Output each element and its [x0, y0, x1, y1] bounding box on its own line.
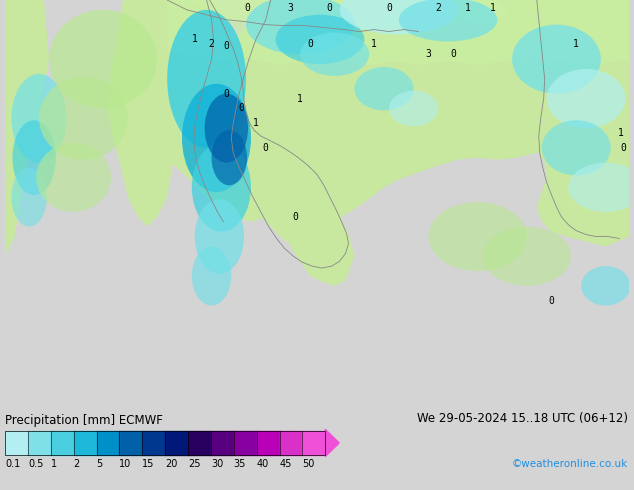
Text: 5: 5: [96, 459, 103, 468]
Text: ©weatheronline.co.uk: ©weatheronline.co.uk: [512, 459, 628, 468]
Text: 2: 2: [436, 3, 441, 13]
Ellipse shape: [429, 202, 527, 271]
Ellipse shape: [36, 143, 111, 212]
Text: 0: 0: [450, 49, 456, 59]
Text: 0: 0: [238, 103, 244, 113]
Text: 1: 1: [618, 128, 623, 138]
Ellipse shape: [49, 10, 157, 108]
Text: 20: 20: [165, 459, 178, 468]
Text: 1: 1: [372, 39, 377, 49]
Text: 0: 0: [244, 3, 250, 13]
Text: 30: 30: [211, 459, 223, 468]
Text: 0: 0: [386, 3, 392, 13]
Ellipse shape: [547, 69, 626, 128]
Text: 0.5: 0.5: [28, 459, 43, 468]
Ellipse shape: [399, 0, 497, 41]
Ellipse shape: [13, 120, 56, 195]
Text: 0: 0: [263, 143, 269, 153]
Polygon shape: [537, 0, 630, 246]
Text: 2: 2: [209, 39, 214, 49]
Ellipse shape: [389, 91, 438, 126]
Polygon shape: [167, 0, 349, 286]
Ellipse shape: [246, 0, 354, 54]
Text: 0.1: 0.1: [5, 459, 20, 468]
Text: 1: 1: [465, 3, 470, 13]
Text: 1: 1: [489, 3, 495, 13]
Ellipse shape: [195, 199, 244, 274]
Text: 1: 1: [192, 34, 198, 45]
Text: 1: 1: [573, 39, 579, 49]
Ellipse shape: [512, 24, 601, 94]
Text: We 29-05-2024 15..18 UTC (06+12): We 29-05-2024 15..18 UTC (06+12): [417, 412, 628, 425]
Ellipse shape: [568, 163, 634, 212]
Polygon shape: [555, 0, 630, 202]
Text: 3: 3: [287, 3, 294, 13]
Text: 0: 0: [223, 89, 230, 98]
Text: 0: 0: [548, 295, 555, 306]
Polygon shape: [167, 0, 630, 245]
Polygon shape: [251, 120, 354, 268]
Polygon shape: [150, 0, 276, 222]
Ellipse shape: [301, 32, 369, 76]
Text: 0: 0: [223, 41, 230, 51]
Ellipse shape: [354, 67, 413, 110]
Ellipse shape: [340, 0, 458, 34]
Ellipse shape: [276, 15, 365, 64]
Text: 0: 0: [327, 3, 333, 13]
Text: 1: 1: [51, 459, 57, 468]
Text: 2: 2: [74, 459, 80, 468]
Ellipse shape: [541, 120, 611, 175]
Text: 45: 45: [280, 459, 292, 468]
Text: 25: 25: [188, 459, 200, 468]
Text: 0: 0: [292, 212, 298, 222]
Ellipse shape: [11, 74, 67, 163]
Text: 50: 50: [302, 459, 314, 468]
Ellipse shape: [11, 168, 47, 227]
Ellipse shape: [205, 94, 248, 163]
Ellipse shape: [192, 246, 231, 306]
Text: 1: 1: [297, 94, 303, 103]
Ellipse shape: [212, 130, 247, 185]
Ellipse shape: [581, 266, 630, 306]
Text: 35: 35: [234, 459, 246, 468]
Polygon shape: [4, 0, 49, 256]
Polygon shape: [108, 0, 231, 227]
Ellipse shape: [182, 84, 251, 192]
Text: 15: 15: [142, 459, 155, 468]
Text: Precipitation [mm] ECMWF: Precipitation [mm] ECMWF: [5, 414, 163, 427]
Text: 3: 3: [425, 49, 431, 59]
Polygon shape: [157, 0, 630, 65]
Polygon shape: [157, 0, 507, 31]
Ellipse shape: [39, 77, 128, 160]
Text: 0: 0: [307, 39, 313, 49]
Text: 0: 0: [621, 143, 626, 153]
Text: 10: 10: [119, 459, 132, 468]
Ellipse shape: [192, 143, 251, 232]
Ellipse shape: [167, 10, 246, 148]
Polygon shape: [4, 118, 24, 256]
Ellipse shape: [482, 227, 571, 286]
Text: 1: 1: [253, 118, 259, 128]
Text: 40: 40: [257, 459, 269, 468]
